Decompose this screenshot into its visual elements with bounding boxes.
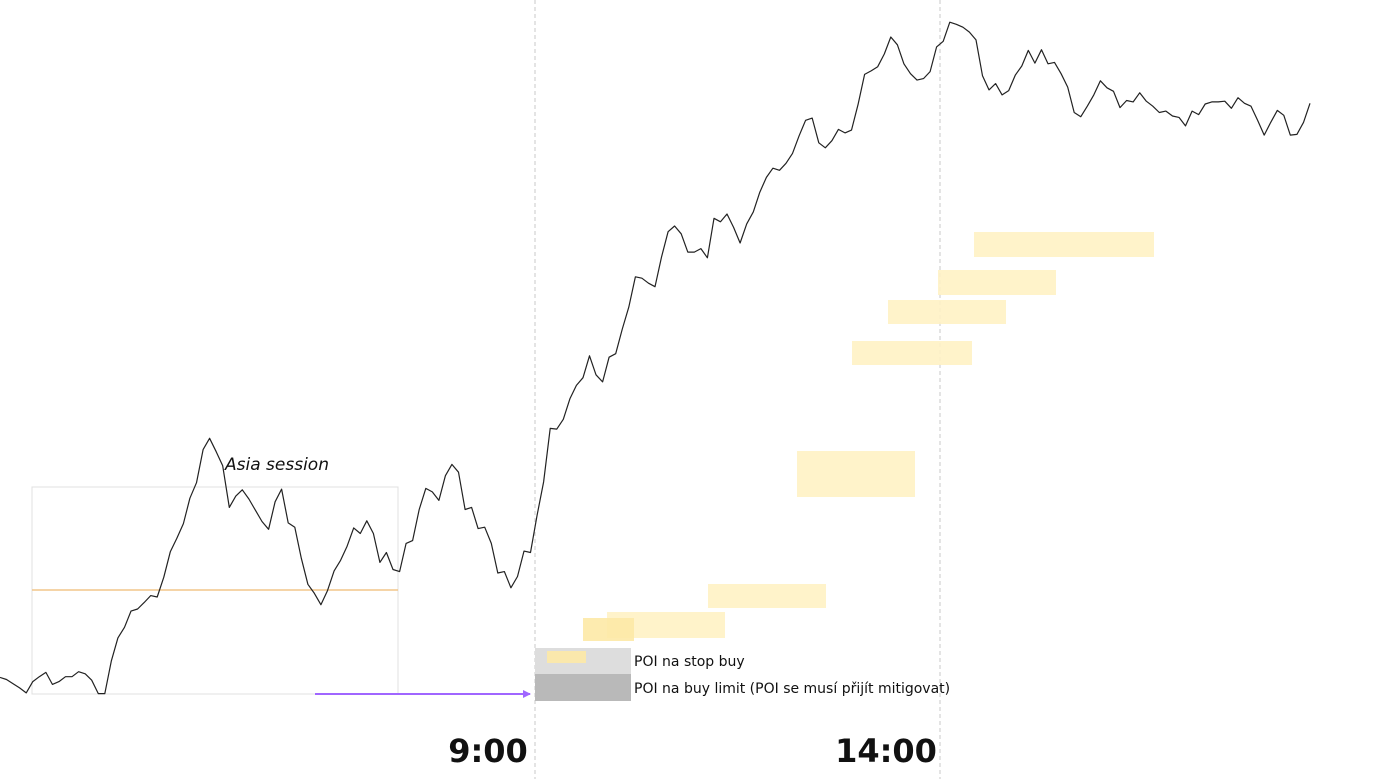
poi-zone	[547, 651, 586, 663]
poi-zone	[583, 618, 634, 641]
poi-buy-limit-swatch	[535, 674, 631, 701]
poi-zone	[708, 584, 826, 608]
poi-stop-buy-label: POI na stop buy	[634, 654, 745, 670]
poi-zones	[583, 232, 1154, 641]
poi-zone	[852, 341, 972, 365]
price-series-line	[0, 21, 1311, 695]
poi-zone	[974, 232, 1154, 257]
poi-zone	[888, 300, 1006, 324]
poi-zone	[938, 270, 1056, 295]
time-label-14: 14:00	[835, 732, 937, 770]
poi-zone	[797, 451, 915, 497]
asia-session-label: Asia session	[224, 455, 329, 475]
poi-buy-limit-label: POI na buy limit (POI se musí přijít mit…	[634, 681, 950, 697]
time-label-9: 9:00	[448, 732, 528, 770]
